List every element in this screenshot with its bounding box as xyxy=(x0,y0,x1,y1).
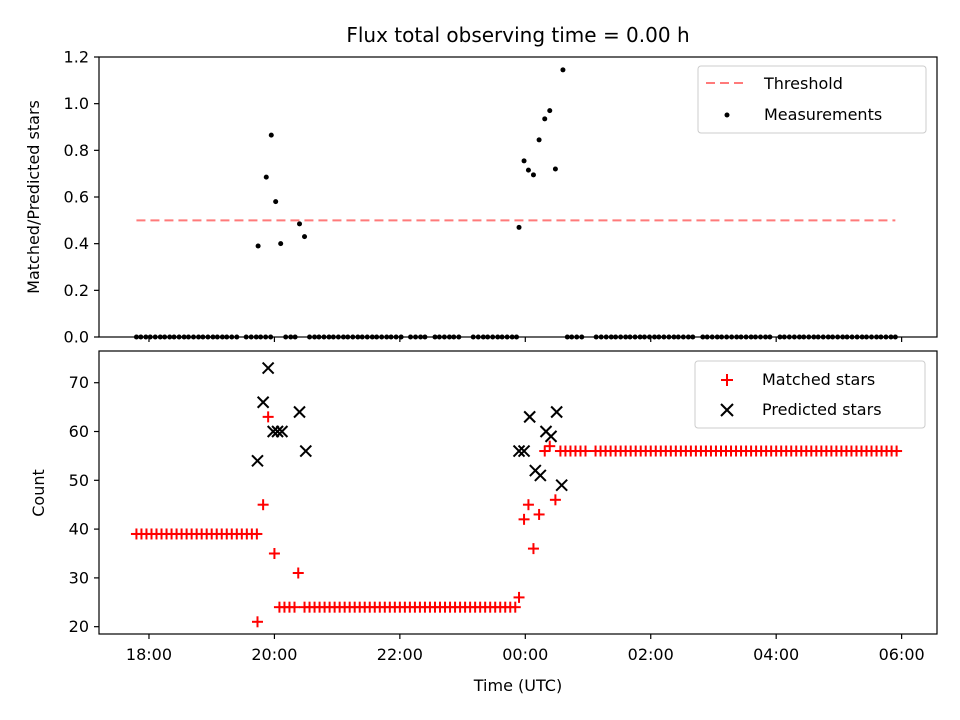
x-tick-label: 22:00 xyxy=(377,645,423,664)
matched-star-point xyxy=(522,499,534,511)
matched-star-point xyxy=(268,547,280,559)
matched-star-point xyxy=(891,445,903,457)
measurements-legend-label: Measurements xyxy=(764,105,882,124)
bottom-y-tick-label: 40 xyxy=(69,520,89,539)
threshold-legend-label: Threshold xyxy=(763,74,843,93)
bottom-x-ticks: 18:00 20:00 22:00 00:00 02:00 04:00 06:00 xyxy=(126,634,925,664)
matched-star-point xyxy=(288,601,300,613)
measurement-point xyxy=(297,221,303,227)
predicted-star-point xyxy=(299,444,312,458)
x-tick-label: 06:00 xyxy=(879,645,925,664)
measurement-point xyxy=(255,243,261,249)
matched-star-point xyxy=(549,494,561,506)
x-tick-label: 20:00 xyxy=(251,645,297,664)
bottom-legend: Matched stars Predicted stars xyxy=(694,360,926,429)
x-tick-label: 18:00 xyxy=(126,645,172,664)
top-legend: Threshold Measurements xyxy=(697,65,927,134)
predicted-star-point xyxy=(523,410,536,424)
predicted-star-point xyxy=(251,454,264,467)
matched-star-point xyxy=(527,543,539,555)
bottom-y-tick-label: 30 xyxy=(69,568,89,587)
bottom-panel-frame xyxy=(98,350,938,635)
predicted-star-point xyxy=(271,425,284,438)
bottom-panel: 20 30 40 50 60 70 18:00 20:00 22:00 00:00 02:00 04… xyxy=(29,350,938,695)
top-y-ticks: 0.0 0.2 0.4 0.6 0.8 1.0 1.2 xyxy=(64,48,99,347)
measurement-point xyxy=(302,234,308,240)
bottom-y-tick-label: 70 xyxy=(69,373,89,392)
top-y-tick-label: 1.0 xyxy=(64,94,89,113)
predicted-star-point xyxy=(555,478,568,492)
predicted-star-point xyxy=(517,444,531,458)
matched-star-point xyxy=(262,411,274,423)
measurement-point xyxy=(525,167,531,173)
matched-star-point xyxy=(518,513,530,525)
top-legend-box xyxy=(697,65,927,134)
matched-star-point xyxy=(544,440,556,452)
chart-title: Flux total observing time = 0.00 h xyxy=(346,23,689,47)
bottom-y-tick-label: 60 xyxy=(69,422,89,441)
measurement-point xyxy=(268,132,274,138)
matched-star-point xyxy=(251,616,263,628)
matched-star-point xyxy=(539,445,551,457)
bottom-y-axis-label: Count xyxy=(29,469,48,517)
x-tick-label: 02:00 xyxy=(628,645,674,664)
count-points-layer xyxy=(130,361,903,628)
x-axis-label: Time (UTC) xyxy=(473,676,562,695)
matched-star-point xyxy=(533,508,545,520)
x-tick-label: 04:00 xyxy=(753,645,799,664)
predicted-legend-label: Predicted stars xyxy=(762,400,882,419)
matched-star-point xyxy=(292,567,304,579)
bottom-y-tick-label: 50 xyxy=(69,471,89,490)
matched-legend-swatch xyxy=(721,374,733,386)
matched-star-point xyxy=(509,601,521,613)
measurement-point xyxy=(516,224,522,230)
bottom-y-ticks: 20 30 40 50 60 70 xyxy=(69,373,99,636)
predicted-star-point xyxy=(293,405,306,419)
predicted-star-point xyxy=(266,425,280,438)
matched-star-point xyxy=(257,499,269,511)
measurement-point xyxy=(547,108,553,114)
top-y-tick-label: 0.2 xyxy=(64,281,89,300)
measurements-legend-swatch xyxy=(724,112,730,118)
predicted-legend-swatch xyxy=(720,403,734,417)
x-tick-label: 00:00 xyxy=(502,645,548,664)
top-y-tick-label: 1.2 xyxy=(64,48,89,67)
predicted-star-point xyxy=(256,396,270,409)
predicted-star-point xyxy=(275,425,289,438)
predicted-star-point xyxy=(544,430,558,443)
predicted-star-point xyxy=(512,444,526,458)
measurement-point xyxy=(273,199,279,205)
bottom-legend-box xyxy=(694,360,926,429)
measurement-point xyxy=(263,174,269,180)
measurement-point xyxy=(542,116,548,122)
top-y-tick-label: 0.6 xyxy=(64,188,89,207)
matched-star-point xyxy=(580,445,592,457)
measurement-point xyxy=(560,67,566,73)
matched-star-point xyxy=(251,528,263,540)
top-y-tick-label: 0.0 xyxy=(64,328,89,347)
bottom-y-tick-label: 20 xyxy=(69,617,89,636)
top-y-axis-label: Matched/Predicted stars xyxy=(24,100,43,294)
top-y-tick-label: 0.4 xyxy=(64,234,89,253)
matched-star-point xyxy=(513,591,525,603)
top-panel: 0.0 0.2 0.4 0.6 0.8 1.0 1.2 Matched/Predicted … xyxy=(24,48,938,347)
measurement-point xyxy=(521,158,527,164)
measurement-point xyxy=(552,166,558,172)
measurement-point xyxy=(536,137,542,143)
predicted-star-point xyxy=(534,469,547,482)
measurement-point xyxy=(530,172,536,178)
predicted-star-point xyxy=(261,361,275,375)
top-y-tick-label: 0.8 xyxy=(64,141,89,160)
top-x-ticks xyxy=(148,337,903,342)
predicted-star-point xyxy=(550,405,563,419)
measurement-point xyxy=(278,241,284,247)
matched-legend-label: Matched stars xyxy=(762,370,875,389)
